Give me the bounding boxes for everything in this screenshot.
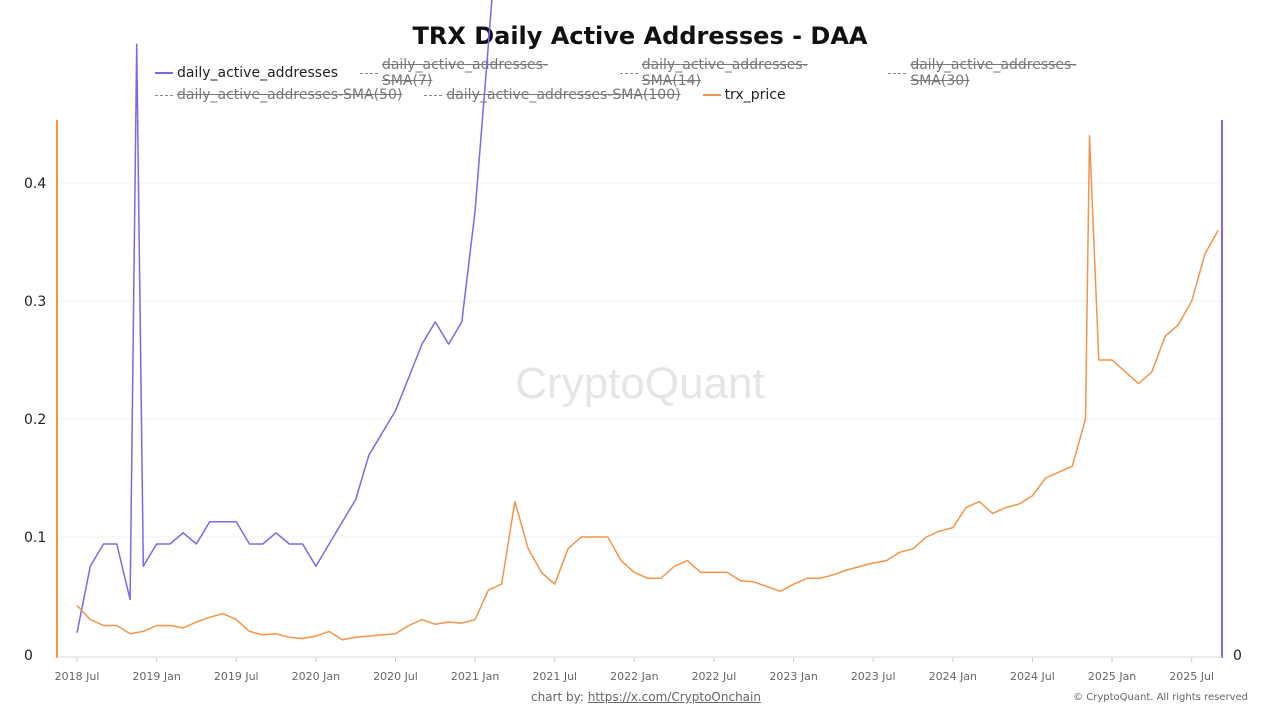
y-left-tick-label: 0.2 (24, 412, 46, 428)
legend-item[interactable]: trx_price (702, 87, 786, 103)
y-left-tick-label: 0 (24, 648, 33, 664)
legend-item[interactable]: daily_active_addresses-SMA(30) (888, 57, 1135, 89)
x-tick-label: 2020 Jul (373, 670, 418, 683)
legend-label: daily_active_addresses-SMA(50) (177, 87, 403, 103)
copyright: © CryptoQuant. All rights reserved (1073, 692, 1248, 703)
x-tick-label: 2025 Jan (1088, 670, 1136, 683)
legend-label: daily_active_addresses-SMA(14) (641, 57, 808, 89)
watermark: CryptoQuant (515, 359, 764, 408)
x-tick-label: 2025 Jul (1169, 670, 1214, 683)
legend-swatch (155, 72, 173, 74)
x-tick-label: 2024 Jan (929, 670, 977, 683)
y-left-tick-label: 0.4 (24, 176, 46, 192)
series-line-daily-active-addresses (76, 0, 493, 633)
x-tick-label: 2023 Jul (851, 670, 896, 683)
x-tick-label: 2024 Jul (1010, 670, 1055, 683)
y-left-tick-label: 0.1 (24, 530, 46, 546)
legend-label: daily_active_addresses-SMA(100) (446, 87, 681, 103)
y-right-tick-label: 0 (1233, 648, 1242, 664)
legend-swatch (619, 72, 638, 74)
legend-swatch (424, 94, 443, 96)
legend-item[interactable]: daily_active_addresses-SMA(7) (360, 57, 598, 89)
x-tick-label: 2022 Jan (610, 670, 658, 683)
x-tick-label: 2019 Jan (132, 670, 180, 683)
legend-item[interactable]: daily_active_addresses-SMA(14) (619, 57, 867, 89)
x-tick-label: 2020 Jan (292, 670, 340, 683)
legend: daily_active_addresses daily_active_addre… (155, 57, 1135, 106)
legend-item[interactable]: daily_active_addresses-SMA(100) (424, 87, 681, 103)
x-tick-label: 2018 Jul (55, 670, 100, 683)
legend-label: trx_price (724, 87, 786, 103)
legend-swatch (702, 94, 721, 96)
legend-item[interactable]: daily_active_addresses (155, 65, 338, 81)
footer: chart by: https://x.com/CryptoOnchain (531, 690, 761, 704)
series-line-trx-price (76, 135, 1219, 641)
x-tick-label: 2021 Jul (532, 670, 577, 683)
x-tick-label: 2023 Jan (769, 670, 817, 683)
legend-item[interactable]: daily_active_addresses-SMA(50) (155, 87, 402, 103)
y-left-tick-label: 0.3 (24, 294, 46, 310)
footer-prefix: chart by: (531, 690, 584, 704)
legend-swatch (155, 94, 173, 96)
x-tick-label: 2021 Jan (451, 670, 499, 683)
author-link[interactable]: https://x.com/CryptoOnchain (587, 690, 761, 704)
legend-label: daily_active_addresses-SMA(7) (381, 57, 548, 89)
x-tick-label: 2022 Jul (692, 670, 737, 683)
x-tick-label: 2019 Jul (214, 670, 259, 683)
legend-label: daily_active_addresses-SMA(30) (910, 57, 1077, 89)
legend-label: daily_active_addresses (177, 65, 338, 81)
legend-swatch (888, 72, 907, 74)
legend-swatch (360, 72, 378, 74)
